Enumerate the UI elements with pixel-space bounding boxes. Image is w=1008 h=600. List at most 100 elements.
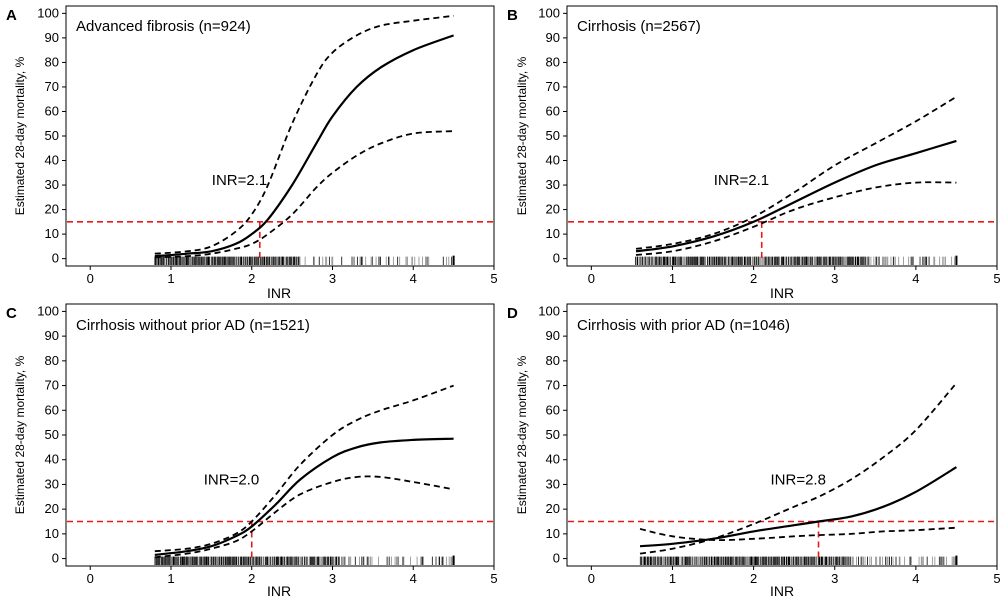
panel-a: A Advanced fibrosis (n=924) 0 10 20 30 40 50 6… [6,5,498,301]
x-tick-label-a: 5 [490,271,497,286]
panel-letter-a: A [6,7,17,24]
y-tick-label-b: 10 [546,226,560,241]
plot-frame-c [65,303,495,567]
lower-ci-line-a [154,130,454,259]
x-tick-label-a: 4 [410,271,417,286]
x-tick-label-b: 1 [669,271,676,286]
y-axis-a: 0 10 20 30 40 50 60 70 80 90 100 [37,5,66,266]
x-tick-label-b: 4 [912,271,919,286]
y-tick-label-a: 50 [45,128,59,143]
y-axis-b: 0 10 20 30 40 50 60 70 80 90 100 [538,5,567,266]
chart-title-a: Advanced fibrosis (n=924) [76,18,251,35]
y-axis-label-b: Estimated 28-day mortality, % [515,56,529,215]
y-tick-label-a: 30 [45,177,59,192]
y-tick-label-c: 0 [52,551,59,566]
y-tick-label-a: 70 [45,79,59,94]
y-tick-label-a: 20 [45,202,59,217]
estimate-line-c [154,437,454,556]
y-axis-label-c: Estimated 28-day mortality, % [13,355,27,514]
y-axis-label-a: Estimated 28-day mortality, % [13,56,27,215]
cutoff-label-d: INR=2.8 [771,471,826,488]
x-tick-label-a: 3 [329,271,336,286]
y-tick-label-c: 70 [45,378,59,393]
y-tick-label-d: 40 [546,452,560,467]
x-tick-label-a: 0 [87,271,94,286]
lower-ci-line-d [639,526,957,542]
x-tick-label-b: 5 [993,271,1000,286]
y-axis-label-d: Estimated 28-day mortality, % [515,355,529,514]
y-axis-c: 0 10 20 30 40 50 60 70 80 90 100 [37,303,66,566]
rug-b [635,255,958,265]
x-tick-label-d: 5 [993,571,1000,586]
y-tick-label-c: 90 [45,328,59,343]
y-tick-label-d: 10 [546,526,560,541]
x-axis-d: 0 1 2 3 4 5 [588,566,1001,586]
estimate-line-b [635,139,957,253]
y-tick-label-c: 30 [45,476,59,491]
y-tick-label-b: 40 [546,153,560,168]
x-tick-label-a: 2 [248,271,255,286]
upper-ci-line-d [639,382,958,555]
y-tick-label-d: 0 [553,551,560,566]
lower-ci-line-c [154,475,454,559]
upper-ci-line-b [635,96,957,250]
x-tick-label-c: 4 [410,571,417,586]
y-tick-label-c: 100 [37,303,59,318]
y-tick-label-d: 60 [546,402,560,417]
y-tick-label-b: 30 [546,177,560,192]
y-tick-label-b: 50 [546,128,560,143]
y-tick-label-c: 20 [45,501,59,516]
panel-b: B Cirrhosis (n=2567) 0102030405060708090… [507,5,1001,301]
rug-a [154,255,455,265]
y-tick-label-a: 90 [45,30,59,45]
y-tick-label-d: 50 [546,427,560,442]
x-axis-c: 0 1 2 3 4 5 [87,566,498,586]
chart-title-c: Cirrhosis without prior AD (n=1521) [76,317,310,334]
x-tick-label-d: 2 [750,571,757,586]
estimate-line-a [154,34,454,258]
plot-frame-b [566,5,998,267]
x-tick-label-c: 1 [167,571,174,586]
x-axis-label-c: INR [267,583,291,599]
x-tick-label-c: 2 [248,571,255,586]
rug-c [154,555,455,565]
x-tick-label-d: 3 [831,571,838,586]
y-tick-label-a: 10 [45,226,59,241]
x-tick-label-d: 0 [588,571,595,586]
y-tick-label-c: 50 [45,427,59,442]
x-tick-label-a: 1 [167,271,174,286]
y-axis-d: 0 10 20 30 40 50 60 70 80 90 100 [538,303,567,566]
y-tick-label-b: 70 [546,79,560,94]
panel-c: C Cirrhosis without prior AD (n=1521) 0 1… [6,303,498,599]
y-tick-label-a: 100 [37,5,59,20]
x-tick-label-b: 0 [588,271,595,286]
x-tick-label-d: 4 [912,571,919,586]
x-axis-b: 0 1 2 3 4 5 [588,266,1001,286]
cutoff-label-a: INR=2.1 [212,172,267,189]
y-tick-label-a: 80 [45,54,59,69]
y-tick-label-b: 100 [538,5,560,20]
lower-ci-line-b [635,181,957,256]
panel-d: D Cirrhosis with prior AD (n=1046) 01020… [507,303,1001,599]
y-tick-label-a: 40 [45,153,59,168]
panel-letter-d: D [507,305,518,322]
x-tick-label-b: 3 [831,271,838,286]
y-tick-label-d: 100 [538,303,560,318]
chart-title-b: Cirrhosis (n=2567) [577,18,701,35]
y-tick-label-b: 80 [546,54,560,69]
y-tick-label-c: 60 [45,402,59,417]
y-tick-label-d: 20 [546,501,560,516]
y-tick-label-c: 10 [45,526,59,541]
panel-letter-c: C [6,305,17,322]
y-tick-label-a: 60 [45,103,59,118]
x-axis-label-a: INR [267,285,291,301]
y-tick-label-d: 90 [546,328,560,343]
y-tick-label-d: 80 [546,353,560,368]
estimate-line-d [639,466,957,548]
y-tick-label-b: 20 [546,202,560,217]
upper-ci-line-c [154,384,454,553]
y-tick-label-b: 60 [546,103,560,118]
y-tick-label-d: 70 [546,378,560,393]
x-axis-label-d: INR [770,583,794,599]
y-tick-label-b: 0 [553,251,560,266]
